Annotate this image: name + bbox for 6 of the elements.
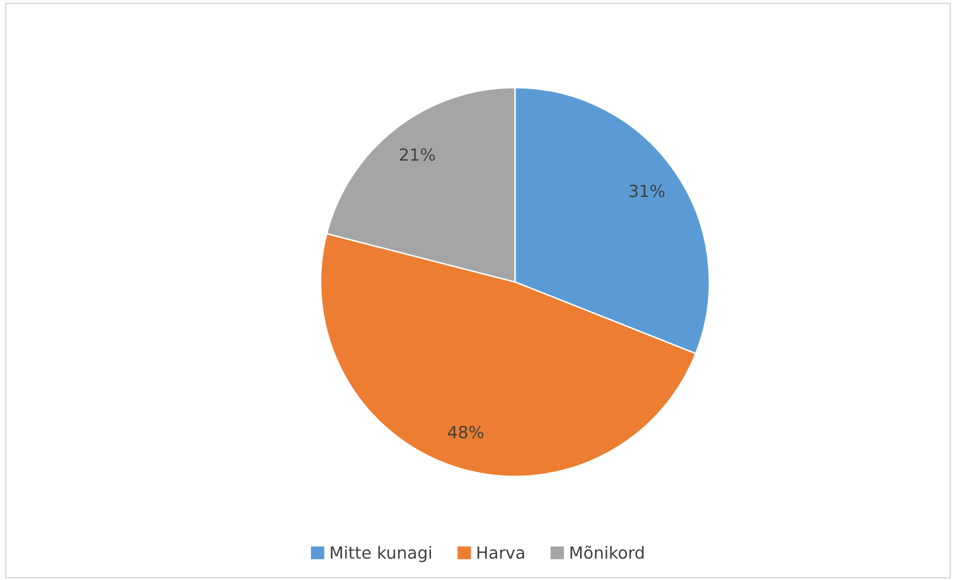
legend-label: Mõnikord bbox=[570, 546, 644, 559]
data-label: 48% bbox=[448, 426, 484, 438]
legend-label: Harva bbox=[478, 546, 524, 559]
data-label: 31% bbox=[630, 184, 664, 198]
legend-label: Mitte kunagi bbox=[330, 546, 432, 562]
data-label: 21% bbox=[400, 148, 435, 161]
